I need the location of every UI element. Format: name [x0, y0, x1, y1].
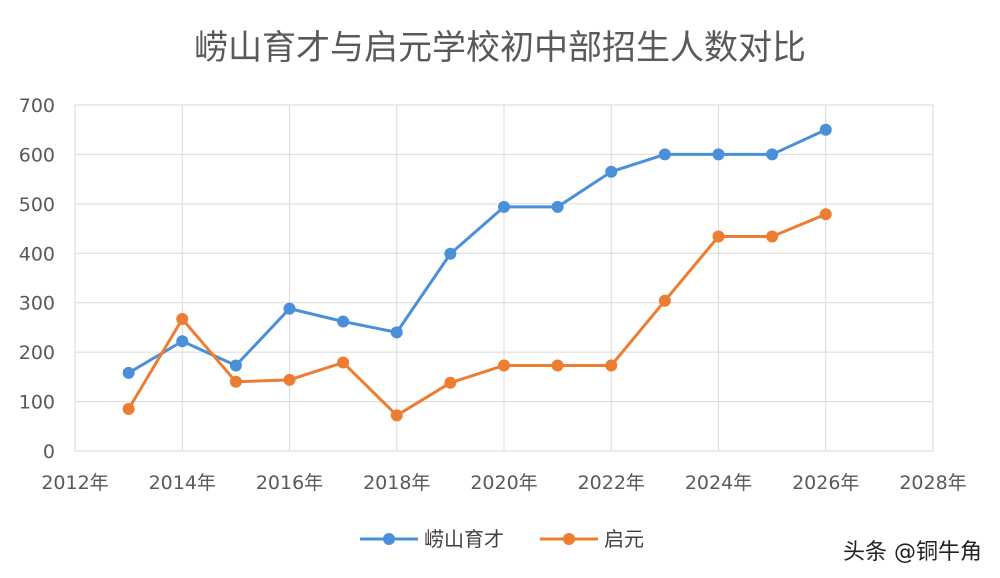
- data-point: [229, 359, 242, 372]
- data-point: [122, 402, 135, 415]
- x-tick-label: 2020年: [470, 472, 537, 494]
- data-point: [658, 148, 671, 161]
- x-tick-label: 2028年: [899, 472, 966, 494]
- legend-marker-2: [563, 533, 575, 545]
- y-tick-label: 0: [43, 441, 55, 463]
- x-tick-label: 2014年: [149, 472, 216, 494]
- data-point: [176, 335, 189, 348]
- data-point: [444, 247, 457, 260]
- y-tick-label: 600: [19, 144, 55, 166]
- data-point: [819, 123, 832, 136]
- x-tick-label: 2026年: [792, 472, 859, 494]
- data-point: [176, 313, 189, 326]
- data-point: [819, 208, 832, 221]
- data-point: [337, 315, 350, 328]
- data-point: [498, 200, 510, 213]
- data-point: [712, 230, 725, 243]
- x-tick-label: 2012年: [41, 472, 108, 494]
- x-tick-label: 2018年: [363, 472, 430, 494]
- data-point: [122, 366, 135, 379]
- y-tick-label: 500: [19, 194, 55, 216]
- x-tick-label: 2016年: [256, 472, 323, 494]
- data-point: [444, 376, 457, 389]
- series-line-2: [127, 212, 827, 417]
- x-tick-label: 2024年: [685, 472, 752, 494]
- data-point: [605, 359, 618, 372]
- data-point: [712, 148, 725, 161]
- y-tick-label: 700: [19, 95, 55, 117]
- data-point: [766, 230, 779, 243]
- legend-label-2: 启元: [604, 527, 644, 551]
- data-point: [337, 356, 350, 369]
- data-point: [283, 302, 296, 315]
- x-tick-label: 2022年: [578, 472, 645, 494]
- data-point: [390, 326, 403, 339]
- data-point: [605, 165, 618, 178]
- data-point: [498, 359, 510, 372]
- data-point: [551, 200, 564, 213]
- data-point: [551, 359, 564, 372]
- data-point: [283, 373, 296, 386]
- data-point: [390, 409, 403, 422]
- data-point: [766, 148, 779, 161]
- y-tick-label: 400: [19, 243, 55, 265]
- legend-label-1: 崂山育才: [424, 527, 504, 551]
- y-tick-label: 100: [19, 392, 55, 414]
- data-point: [658, 294, 671, 307]
- y-tick-label: 300: [19, 293, 55, 315]
- series-line-1: [127, 128, 827, 375]
- legend-marker-1: [383, 533, 395, 545]
- data-point: [229, 375, 242, 388]
- plot-border: [74, 104, 934, 452]
- y-tick-label: 200: [19, 342, 55, 364]
- watermark: 头条 @铜牛角: [843, 540, 982, 565]
- chart-title: 崂山育才与启元学校初中部招生人数对比: [194, 28, 806, 68]
